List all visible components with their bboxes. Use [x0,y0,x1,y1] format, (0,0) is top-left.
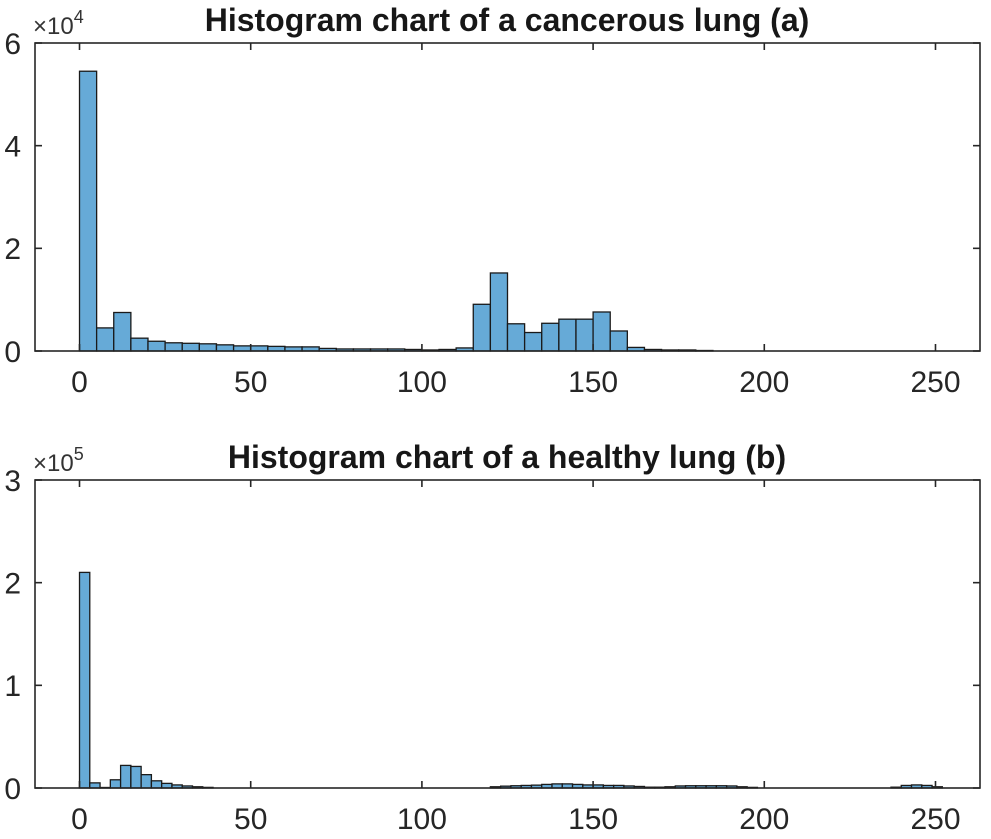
histogram-bar [558,318,577,352]
x-tick-label: 50 [234,366,267,399]
histogram-bar [198,343,218,352]
histogram-bar [109,779,122,789]
histogram-bar [130,765,142,789]
chart-a-axes: 0 50 100 150 200 250 0 2 4 6 [4,28,981,399]
y-tick-label: 1 [4,670,21,703]
x-tick-label: 50 [234,803,267,836]
histogram-bar [95,327,115,352]
x-tick-label: 100 [397,803,447,836]
x-tick-label: 0 [71,803,88,836]
x-tick-label: 100 [397,366,447,399]
y-tick-label: 0 [4,336,21,369]
chart-b-offset-exponent: 5 [74,444,84,464]
y-tick-label: 0 [4,773,21,806]
chart-b-y-axis-offset-label: ×105 [33,444,84,477]
y-tick-label: 4 [4,130,21,163]
x-tick-label: 150 [568,803,618,836]
chart-a-title: Histogram chart of a cancerous lung (a) [205,2,810,38]
x-tick-label: 200 [739,803,789,836]
histogram-chart-cancerous: 0 50 100 150 200 250 0 2 4 6 Histogram chart of a… [4,2,981,399]
histogram-bar [181,342,200,352]
histogram-bar [150,780,163,789]
y-tick-label: 2 [4,233,21,266]
histogram-bar [506,323,526,352]
y-tick-label: 2 [4,567,21,600]
histogram-bar [472,303,492,352]
histogram-bar [113,311,132,352]
histogram-bar [130,337,149,352]
chart-a-y-axis-offset-label: ×104 [33,7,84,40]
y-tick-label: 3 [4,465,21,498]
histogram-bar [78,70,98,352]
histogram-bar [541,322,560,352]
chart-a-offset-mantissa: ×10 [33,13,74,40]
x-tick-label: 250 [910,803,960,836]
chart-b-axes: 0 50 100 150 200 250 0 1 2 3 [4,465,981,836]
histogram-bar [523,331,543,352]
chart-b-offset-mantissa: ×10 [33,450,74,477]
plot-box [34,42,981,352]
y-tick-label: 6 [4,28,21,61]
x-tick-label: 250 [910,366,960,399]
histogram-bar [609,330,628,352]
x-tick-label: 150 [568,366,618,399]
plot-box [34,479,981,789]
x-tick-label: 0 [71,366,88,399]
histogram-bar [164,342,183,352]
histogram-bar [575,318,594,352]
histogram-bar [147,340,166,352]
histogram-bar [140,773,153,789]
chart-b-title: Histogram chart of a healthy lung (b) [228,439,786,475]
histogram-bar [119,764,132,789]
histogram-bar [78,571,91,789]
histogram-chart-healthy: 0 50 100 150 200 250 0 1 2 3 Histogram chart of a… [4,439,981,836]
histogram-bar [215,344,235,352]
x-tick-label: 200 [739,366,789,399]
chart-a-bars [78,70,714,352]
chart-a-offset-exponent: 4 [74,7,84,27]
histogram-bar [592,311,611,352]
chart-b-bars [78,571,943,789]
histogram-bar [489,272,509,352]
